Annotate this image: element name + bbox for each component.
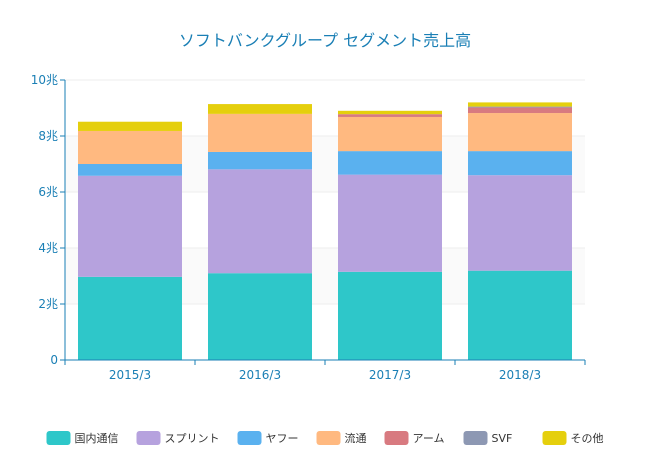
bar-segment <box>338 114 442 117</box>
bar-segment <box>338 151 442 175</box>
bar-segment <box>338 116 442 152</box>
legend-label[interactable]: その他 <box>571 432 604 445</box>
bar-segment <box>78 121 182 131</box>
legend-label[interactable]: SVF <box>492 432 513 445</box>
y-tick-label: 8兆 <box>38 129 58 143</box>
bar-segment <box>468 107 572 114</box>
axes <box>60 79 586 365</box>
bar-segment <box>208 104 312 114</box>
bar-segment <box>468 270 572 360</box>
bar-segment <box>468 175 572 271</box>
x-tick-label: 2015/3 <box>109 368 151 382</box>
bar-segment <box>338 174 442 272</box>
legend-label[interactable]: アーム <box>413 432 445 445</box>
legend-swatch[interactable] <box>542 431 567 445</box>
bar-stacks <box>78 102 572 360</box>
legend-label[interactable]: ヤフー <box>266 432 299 445</box>
bar-segment <box>78 175 182 277</box>
bar-segment <box>468 151 572 176</box>
bar-segment <box>468 113 572 152</box>
legend-swatch[interactable] <box>384 431 409 445</box>
bar-segment <box>208 151 312 170</box>
bar-segment <box>78 164 182 176</box>
bar-segment <box>468 102 572 107</box>
bar-segment <box>338 271 442 360</box>
y-tick-label: 10兆 <box>31 73 58 87</box>
y-tick-label: 4兆 <box>38 241 58 255</box>
y-tick-label: 2兆 <box>38 297 58 311</box>
legend-swatch[interactable] <box>316 431 341 445</box>
bar-segment <box>208 113 312 152</box>
x-axis-tick-labels: 2015/3 2016/3 2017/3 2018/3 <box>109 368 541 382</box>
y-tick-label: 6兆 <box>38 185 58 199</box>
legend-label[interactable]: 流通 <box>345 431 367 445</box>
legend-swatch[interactable] <box>463 431 488 445</box>
x-tick-label: 2016/3 <box>239 368 281 382</box>
bar-segment <box>468 106 572 108</box>
y-tick-label: 0 <box>50 353 58 367</box>
bar-segment <box>78 276 182 360</box>
legend-swatch[interactable] <box>237 431 262 445</box>
bar-segment <box>208 169 312 274</box>
legend-swatch[interactable] <box>136 431 161 445</box>
legend-swatch[interactable] <box>46 431 71 445</box>
x-tick-label: 2018/3 <box>499 368 541 382</box>
bar-segment <box>208 273 312 360</box>
x-tick-label: 2017/3 <box>369 368 411 382</box>
legend-label[interactable]: スプリント <box>165 432 220 445</box>
bar-segment <box>78 130 182 164</box>
legend-label[interactable]: 国内通信 <box>75 431 119 445</box>
y-axis-tick-labels: 0 2兆 4兆 6兆 8兆 10兆 <box>31 73 58 367</box>
bar-segment <box>338 110 442 115</box>
chart-title: ソフトバンクグループ セグメント売上高 <box>179 31 471 50</box>
legend: 国内通信 スプリント ヤフー 流通 アーム SVF その他 <box>46 431 604 445</box>
